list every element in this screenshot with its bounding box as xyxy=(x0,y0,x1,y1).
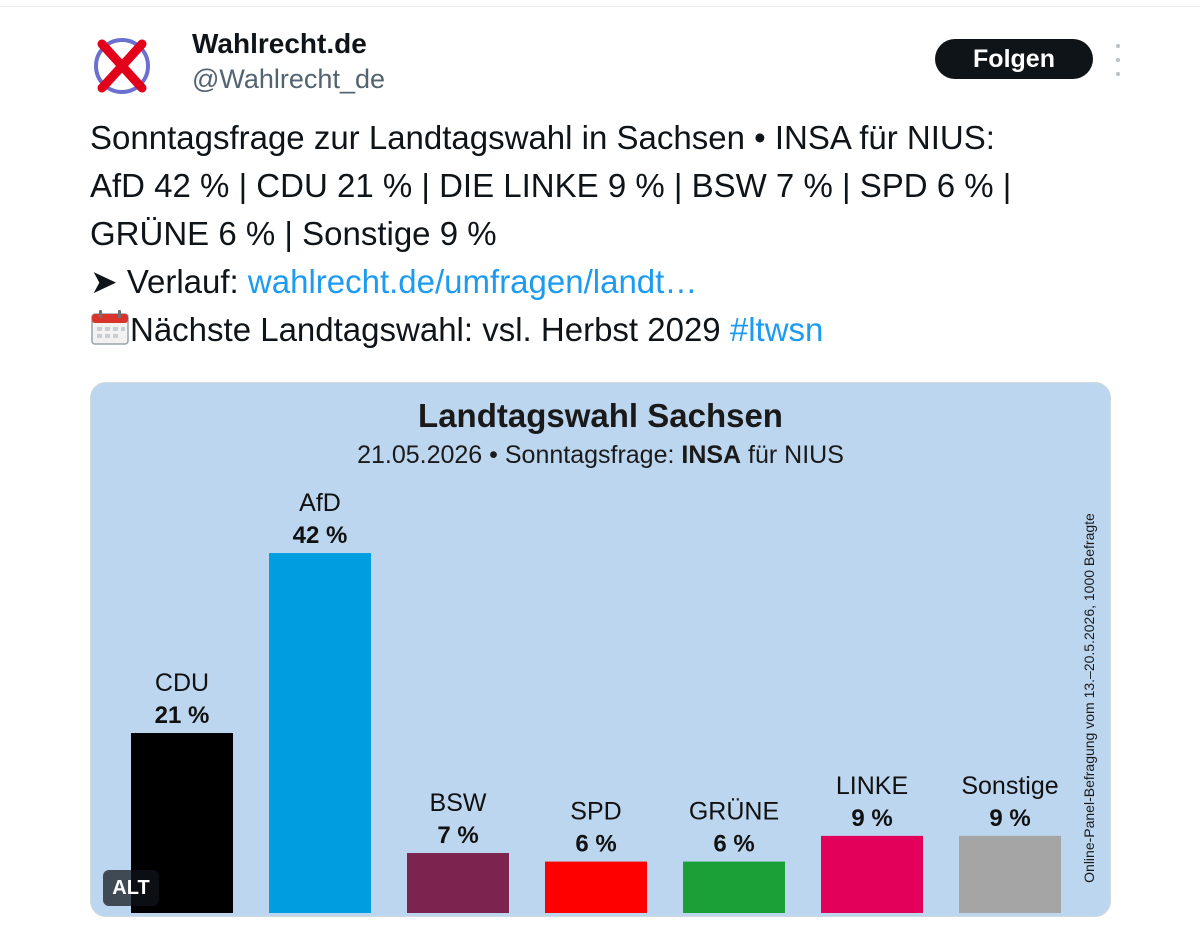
calendar-icon xyxy=(90,309,130,358)
user-handle[interactable]: @Wahlrecht_de xyxy=(192,64,385,94)
category-label: CDU xyxy=(155,669,209,697)
subtitle-prefix: 21.05.2026 • Sonntagsfrage: xyxy=(357,441,682,469)
tweet-line: GRÜNE 6 % | Sonstige 9 % xyxy=(90,215,497,252)
category-label: SPD xyxy=(570,798,621,826)
category-label: Sonstige xyxy=(961,772,1058,800)
value-label: 9 % xyxy=(989,805,1030,832)
chart-title: Landtagswahl Sachsen xyxy=(418,397,783,434)
bar-linke xyxy=(821,835,923,913)
value-label: 6 % xyxy=(713,831,754,858)
follow-button[interactable]: Folgen xyxy=(935,39,1093,79)
avatar[interactable] xyxy=(92,36,152,96)
tweet-line-verlauf: ➤ Verlauf: wahlrecht.de/umfragen/landt… xyxy=(90,258,1150,306)
display-name[interactable]: Wahlrecht.de xyxy=(192,28,367,59)
value-label: 6 % xyxy=(575,831,616,858)
chart-subtitle: 21.05.2026 • Sonntagsfrage: INSA für NIU… xyxy=(91,441,1110,470)
verlauf-prefix: ➤ Verlauf: xyxy=(90,263,248,300)
value-label: 21 % xyxy=(155,702,210,729)
category-label: LINKE xyxy=(836,772,908,800)
next-election-text: Nächste Landtagswahl: vsl. Herbst 2029 xyxy=(130,311,730,348)
bar-chart: CDU 21 % AfD 42 % BSW 7 % SPD 6 % GRÜNE 6 % LINKE 9… xyxy=(131,489,1061,913)
tweet-line: AfD 42 % | CDU 21 % | DIE LINKE 9 % | BS… xyxy=(90,167,1012,204)
verlauf-link[interactable]: wahlrecht.de/umfragen/landt… xyxy=(247,263,698,300)
tweet-line-next: Nächste Landtagswahl: vsl. Herbst 2029 #… xyxy=(90,306,1150,358)
value-label: 9 % xyxy=(851,805,892,832)
value-label: 42 % xyxy=(293,522,348,549)
subtitle-suffix: für NIUS xyxy=(741,441,844,469)
category-label: GRÜNE xyxy=(689,798,779,826)
subtitle-institute: INSA xyxy=(681,441,742,469)
bar-spd xyxy=(545,861,647,913)
ballot-x-icon xyxy=(94,38,150,94)
survey-note: Online-Panel-Befragung vom 13.–20.5.2026… xyxy=(1081,513,1097,883)
tweet-text: Sonntagsfrage zur Landtagswahl in Sachse… xyxy=(90,114,1150,358)
alt-badge[interactable]: ALT xyxy=(103,870,159,906)
bar-bsw xyxy=(407,853,509,913)
bar-grüne xyxy=(683,861,785,913)
category-label: AfD xyxy=(299,489,341,517)
more-options-icon[interactable] xyxy=(1108,44,1128,76)
value-label: 7 % xyxy=(437,822,478,849)
category-label: BSW xyxy=(430,789,487,817)
tweet-line: Sonntagsfrage zur Landtagswahl in Sachse… xyxy=(90,119,995,156)
top-divider xyxy=(0,6,1200,7)
bar-afd xyxy=(269,553,371,913)
bar-sonstige xyxy=(959,835,1061,913)
chart-image[interactable]: CDU 21 % AfD 42 % BSW 7 % SPD 6 % GRÜNE 6 % LINKE 9… xyxy=(90,382,1111,917)
hashtag-link[interactable]: #ltwsn xyxy=(729,311,824,348)
